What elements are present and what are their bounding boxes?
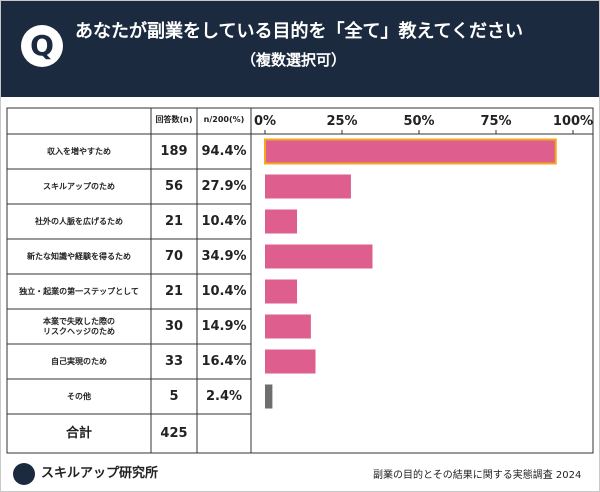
value-label: 27.9%: [201, 178, 247, 194]
count: 30: [164, 318, 184, 334]
bar: [265, 244, 373, 269]
x-tick-label: 50%: [403, 114, 434, 129]
category-label: その他: [67, 391, 91, 401]
category-label: 収入を増やすため: [47, 146, 111, 156]
count: 21: [164, 283, 184, 299]
total: 425: [160, 426, 188, 441]
bar: [265, 314, 311, 339]
count: 33: [164, 353, 184, 369]
header: Q あなたが副業をしている目的を「全て」教えてください （複数選択可）: [1, 1, 599, 97]
category-label: 独立・起業の第一ステップとして: [19, 286, 139, 296]
table-frame: [6, 107, 594, 454]
total-label: 合計: [65, 426, 92, 441]
category-label: 新たな知識や経験を得るため: [27, 251, 131, 261]
x-tick-label: 75%: [480, 114, 511, 129]
category-label: スキルアップのため: [43, 181, 115, 191]
bar: [265, 349, 316, 374]
x-tick-label: 25%: [326, 114, 357, 129]
category-label: 本業で失敗した際の リスクヘッジのため: [43, 316, 115, 336]
count: 21: [164, 213, 184, 229]
count: 70: [164, 248, 184, 264]
count: 189: [160, 143, 188, 159]
brand: スキルアップ研究所: [41, 466, 159, 481]
count: 5: [169, 388, 179, 404]
brand-icon: [13, 463, 35, 485]
bar: [265, 279, 298, 304]
title: あなたが副業をしている目的を「全て」教えてください: [75, 21, 524, 42]
value-label: 2.4%: [205, 388, 243, 404]
x-tick-label: 0%: [254, 114, 276, 129]
bar: [265, 209, 298, 234]
value-label: 14.9%: [201, 318, 247, 334]
bar: [265, 174, 351, 199]
count-header: 回答数(n): [155, 115, 193, 124]
value-label: 34.9%: [201, 248, 247, 264]
value-label: 10.4%: [201, 213, 247, 229]
subtitle: （複数選択可）: [241, 51, 347, 69]
count: 56: [164, 178, 184, 194]
percent-header: n/200(%): [203, 115, 245, 124]
category-label: 社外の人脈を広げるため: [35, 216, 123, 226]
bar: [265, 384, 273, 409]
bar: [264, 138, 557, 165]
x-tick-label: 100%: [553, 114, 593, 129]
source: 副業の目的とその結果に関する実態調査 2024: [373, 470, 582, 481]
q-icon: Q: [21, 25, 63, 67]
value-label: 10.4%: [201, 283, 247, 299]
value-label: 94.4%: [201, 143, 247, 159]
value-label: 16.4%: [201, 353, 247, 369]
category-label: 自己実現のため: [51, 356, 107, 366]
